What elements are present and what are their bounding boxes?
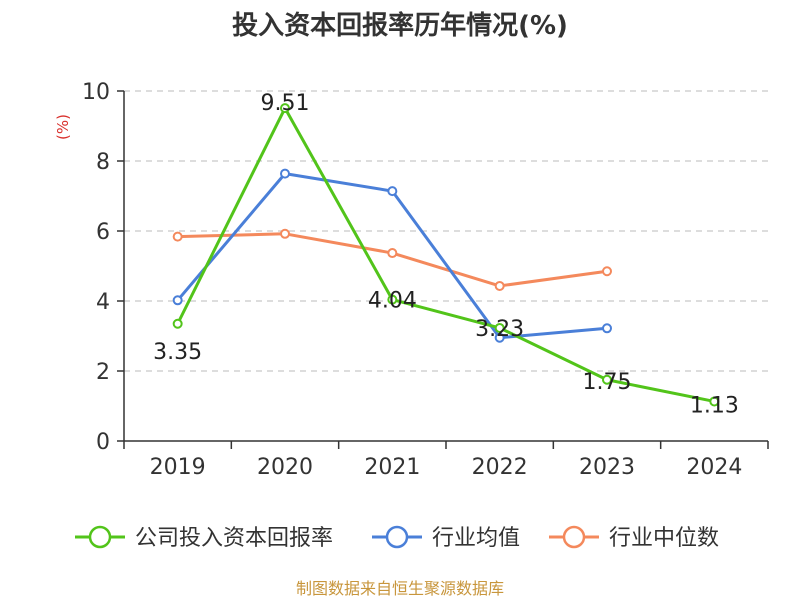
data-point — [172, 295, 183, 306]
legend-label: 公司投入资本回报率 — [135, 526, 333, 551]
data-label: 3.35 — [153, 340, 202, 365]
legend-swatch-marker — [385, 525, 409, 549]
legend-label: 行业均值 — [432, 526, 520, 551]
x-tick-label: 2020 — [257, 455, 313, 480]
data-point — [494, 322, 505, 333]
y-axis-unit: (%) — [54, 114, 72, 140]
x-tick-label: 2024 — [686, 455, 742, 480]
data-point — [387, 186, 398, 197]
legend-swatch-marker — [562, 525, 586, 549]
data-point — [494, 332, 505, 343]
legend-swatch-marker — [88, 525, 112, 549]
y-tick-label: 8 — [96, 150, 110, 175]
y-tick-label: 0 — [96, 430, 110, 455]
data-point — [709, 396, 720, 407]
y-tick-label: 4 — [96, 290, 110, 315]
data-point — [280, 168, 290, 179]
axes: 0 2 4 6 8 10 2019 2020 2021 2022 2023 2024 — [82, 80, 769, 480]
data-point — [172, 231, 183, 242]
data-label: 1.75 — [583, 370, 632, 395]
y-tick-label: 10 — [82, 80, 110, 105]
legend: 公司投入资本回报率 行业均值 行业中位数 — [75, 525, 719, 551]
y-tick-label: 2 — [96, 360, 110, 385]
grid — [124, 90, 768, 372]
legend-label: 行业中位数 — [609, 526, 719, 551]
y-tick-label: 6 — [96, 220, 110, 245]
data-label: 1.13 — [690, 393, 739, 418]
data-point — [280, 103, 290, 114]
x-tick-label: 2022 — [472, 455, 528, 480]
series-line — [176, 106, 715, 403]
data-point — [280, 228, 290, 239]
data-point — [602, 266, 612, 277]
x-tick-label: 2019 — [150, 455, 206, 480]
data-point — [172, 318, 183, 329]
data-label: 9.51 — [261, 91, 310, 116]
data-point — [602, 374, 612, 385]
data-point — [602, 323, 612, 334]
chart-title: 投入资本回报率历年情况(%) — [232, 10, 568, 41]
data-point — [387, 248, 398, 259]
series-line — [177, 232, 608, 288]
x-tick-label: 2023 — [579, 455, 635, 480]
data-point — [387, 294, 398, 305]
data-point — [494, 280, 505, 291]
data-source: 制图数据来自恒生聚源数据库 — [296, 579, 504, 598]
series — [172, 103, 720, 407]
x-tick-label: 2021 — [364, 455, 420, 480]
data-labels: 3.35 9.51 4.04 3.23 1.75 1.13 — [153, 91, 739, 418]
data-label: 3.23 — [475, 317, 524, 342]
data-label: 4.04 — [368, 289, 417, 314]
